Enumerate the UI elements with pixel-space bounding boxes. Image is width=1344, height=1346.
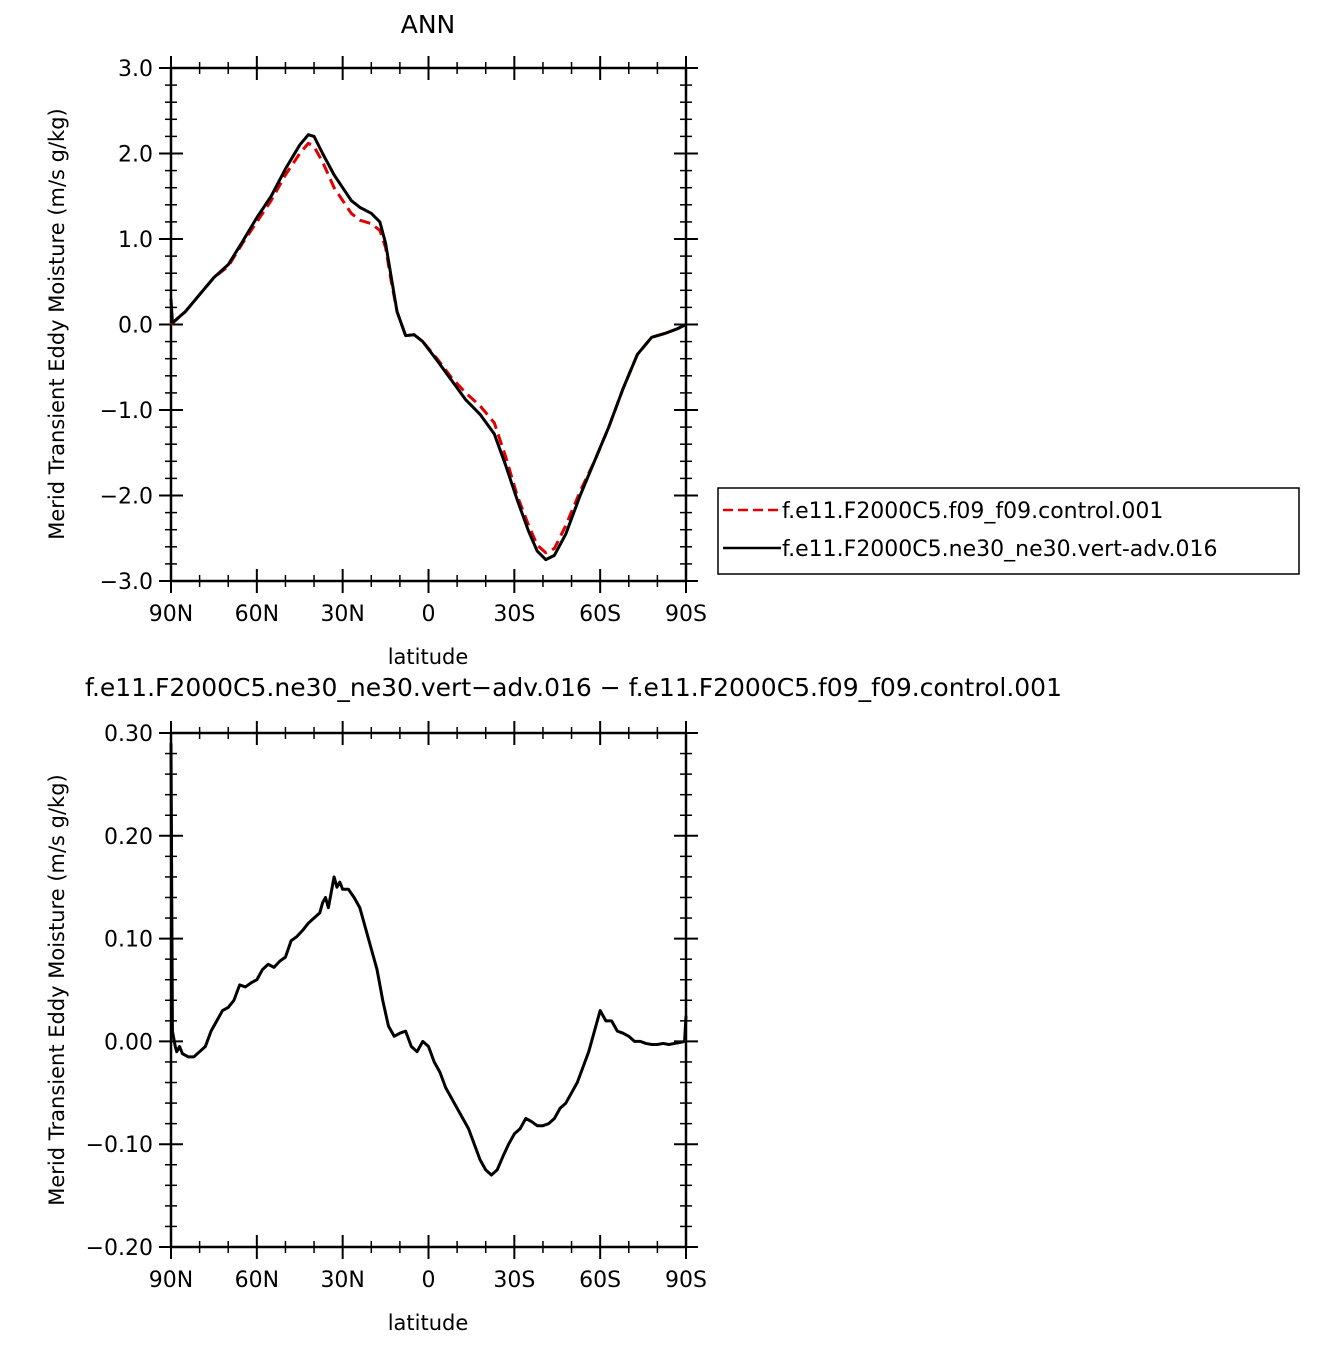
bottom-y-tick-label: −0.20: [86, 1236, 153, 1261]
top-y-tick-label: 3.0: [118, 57, 153, 82]
legend-label-vert-adv: f.e11.F2000C5.ne30_ne30.vert-adv.016: [782, 537, 1218, 562]
bottom-x-tick-label: 90S: [665, 1268, 707, 1293]
bottom-x-tick-label: 60N: [235, 1268, 279, 1293]
top-y-tick-label: −1.0: [100, 399, 153, 424]
top-x-tick-label: 30N: [320, 602, 364, 627]
legend-box: [717, 487, 1300, 575]
top-legend: f.e11.F2000C5.f09_f09.control.001 f.e11.…: [717, 487, 1300, 575]
bottom-x-axis-title: latitude: [388, 1311, 469, 1335]
top-plot-frame: [169, 66, 688, 583]
bottom-y-tick-label: 0.20: [104, 825, 153, 850]
legend-label-control: f.e11.F2000C5.f09_f09.control.001: [782, 499, 1163, 524]
top-y-tick-label: −2.0: [100, 485, 153, 510]
bottom-x-tick-label: 0: [422, 1268, 436, 1293]
bottom-y-tick-label: 0.10: [104, 928, 153, 953]
top-x-tick-label: 90S: [665, 602, 707, 627]
bottom-y-tick-label: 0.00: [104, 1030, 153, 1055]
bottom-panel: f.e11.F2000C5.ne30_ne30.vert−adv.016 − f…: [45, 673, 1062, 1335]
top-y-tick-label: 1.0: [118, 228, 153, 253]
bottom-x-tick-label: 30S: [493, 1268, 535, 1293]
bottom-plot-title: f.e11.F2000C5.ne30_ne30.vert−adv.016 − f…: [85, 673, 1062, 702]
bottom-series-line-0: [169, 743, 688, 1177]
bottom-x-tick-label: 60S: [579, 1268, 621, 1293]
bottom-x-tick-label: 30N: [320, 1268, 364, 1293]
top-x-axis-title: latitude: [388, 645, 469, 669]
top-x-tick-label: 30S: [493, 602, 535, 627]
top-panel: ANN Merid Transient Eddy Moisture (m/s g…: [45, 10, 1300, 669]
bottom-x-tick-label: 90N: [149, 1268, 193, 1293]
top-x-tick-label: 60N: [235, 602, 279, 627]
top-plot-title: ANN: [401, 10, 456, 39]
top-series-line-1: [169, 133, 687, 562]
top-y-tick-label: 0.0: [118, 314, 153, 339]
top-x-tick-label: 0: [422, 602, 436, 627]
top-x-tick-label: 90N: [149, 602, 193, 627]
bottom-y-tick-label: 0.30: [104, 722, 153, 747]
top-y-tick-label: −3.0: [100, 570, 153, 595]
top-y-axis-title: Merid Transient Eddy Moisture (m/s g/kg): [45, 108, 69, 540]
top-y-tick-label: 2.0: [118, 143, 153, 168]
bottom-y-tick-label: −0.10: [86, 1133, 153, 1158]
bottom-plot-frame: [169, 731, 688, 1249]
bottom-y-axis-title: Merid Transient Eddy Moisture (m/s g/kg): [45, 774, 69, 1206]
top-x-tick-label: 60S: [579, 602, 621, 627]
